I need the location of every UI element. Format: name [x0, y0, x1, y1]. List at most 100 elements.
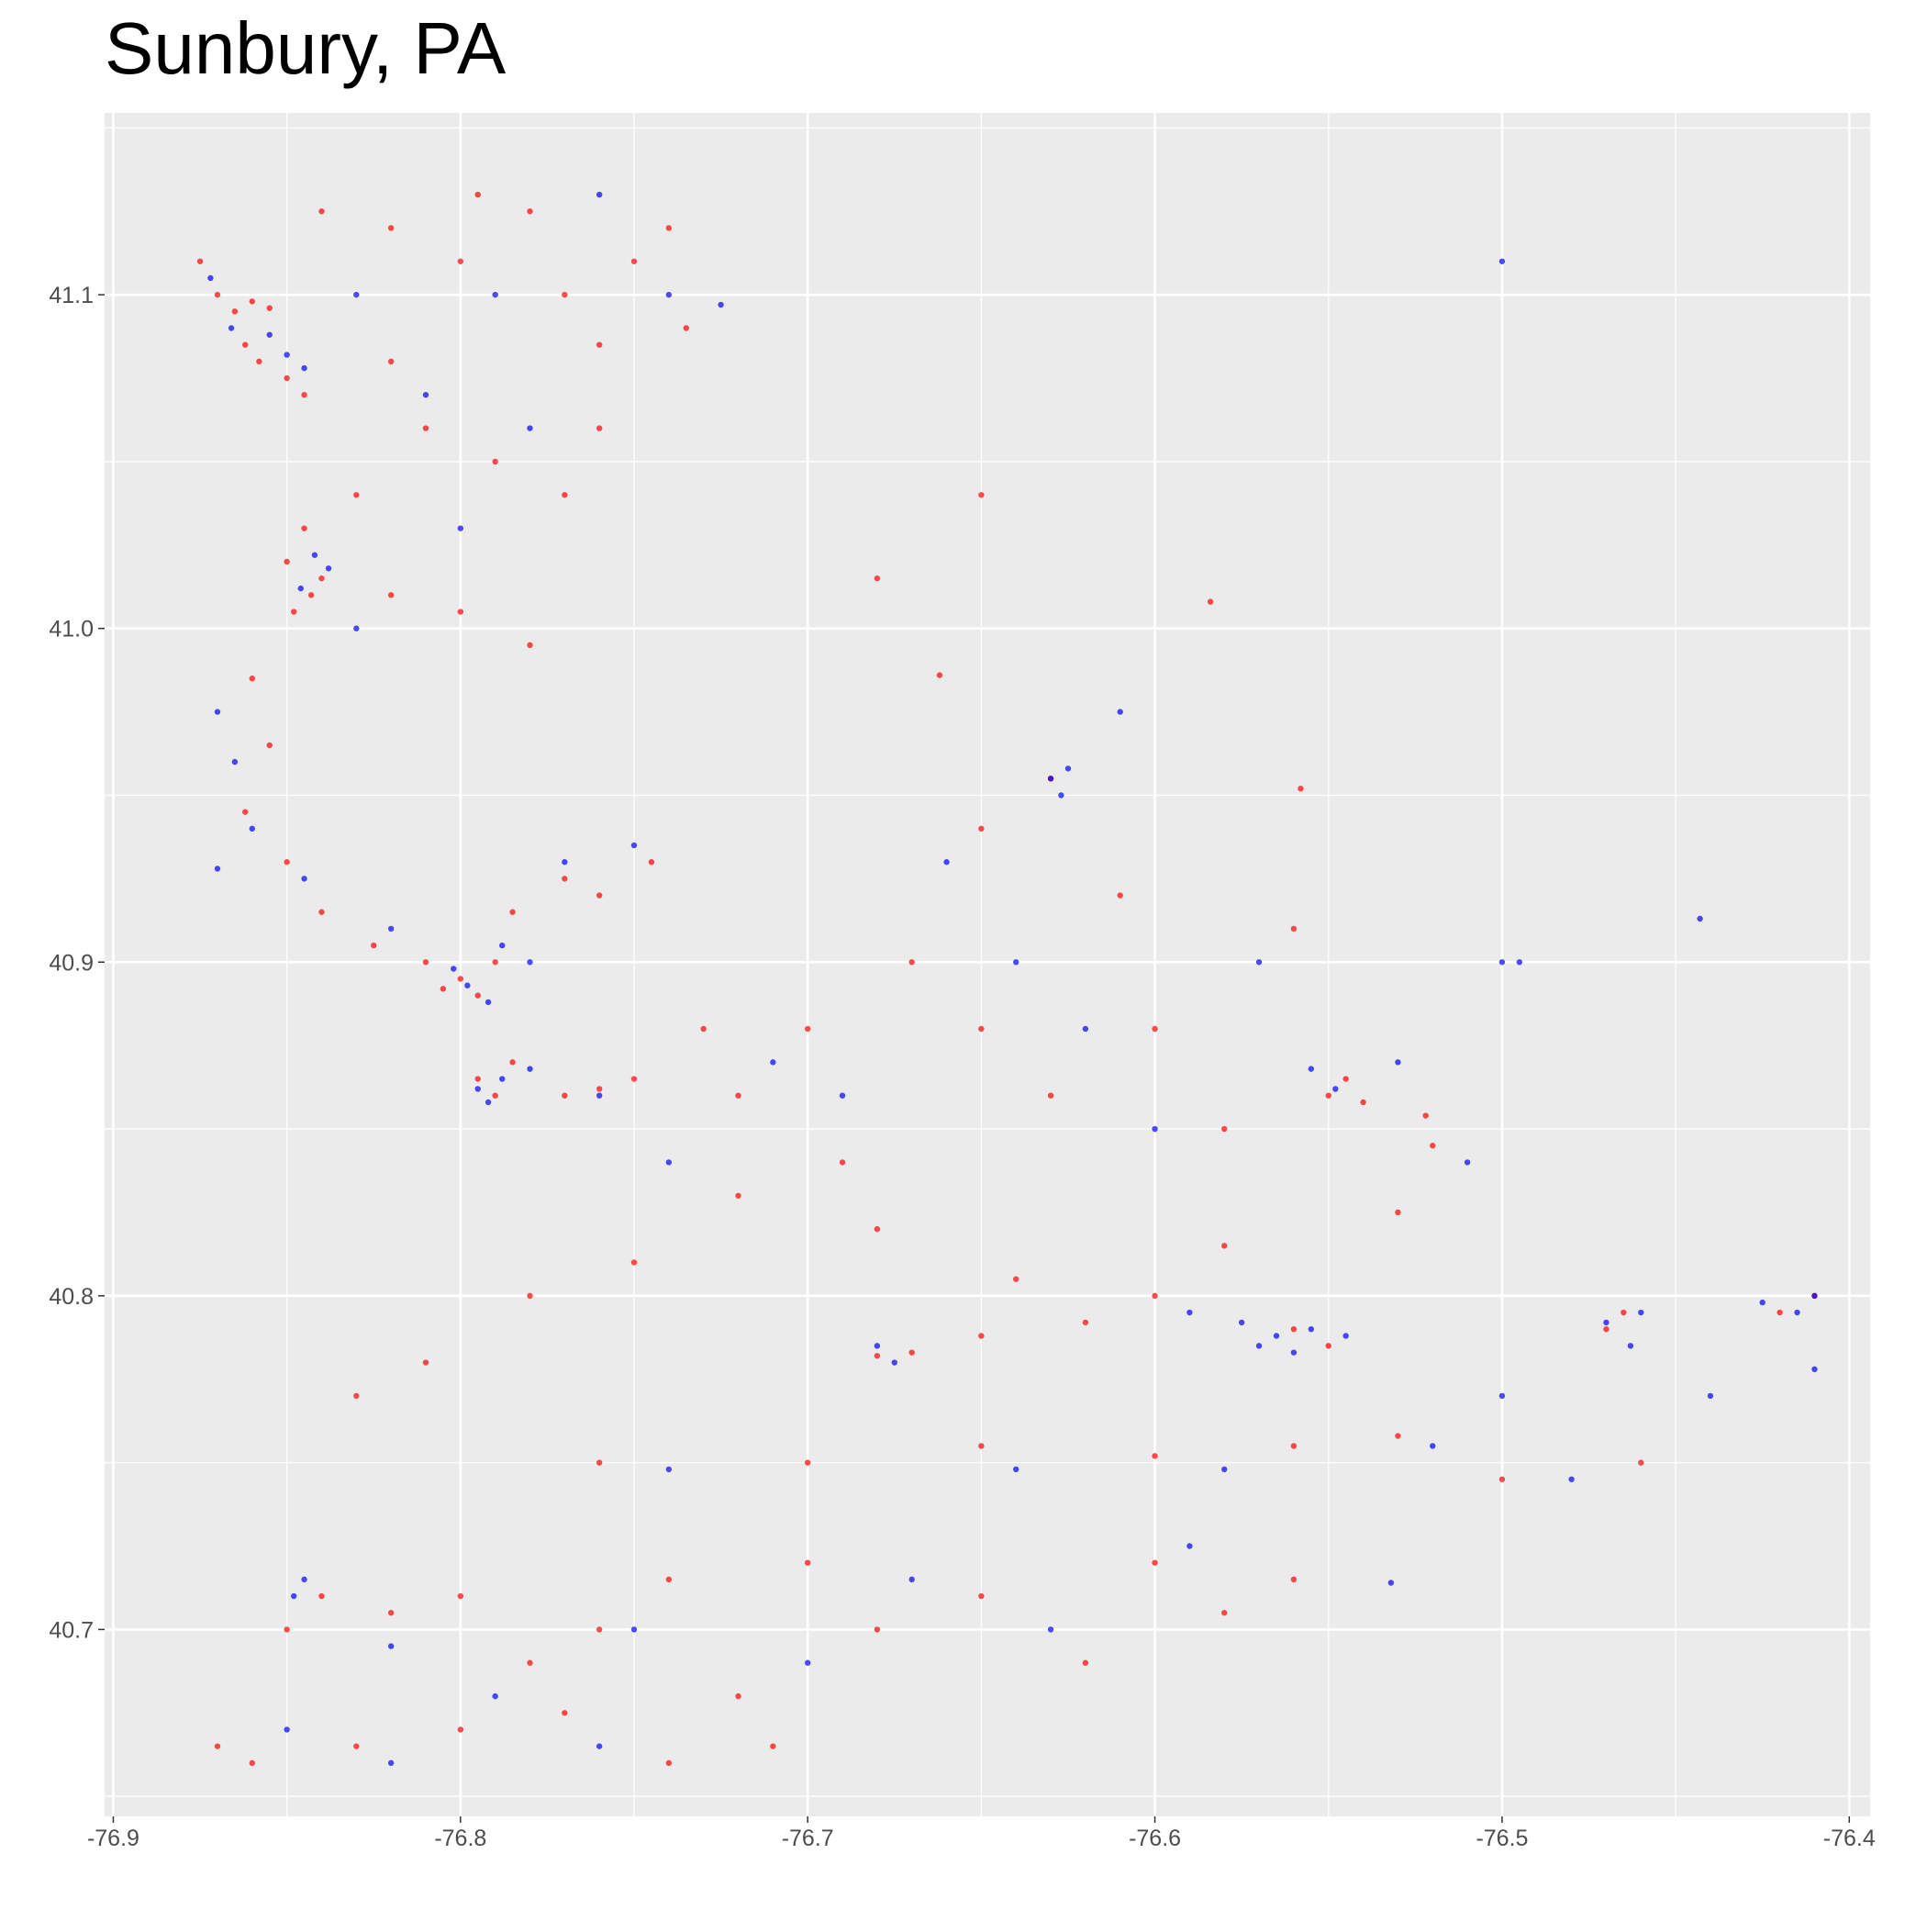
- point: [318, 1592, 325, 1600]
- x-tick-label: -76.8: [434, 1826, 486, 1851]
- point: [474, 1076, 481, 1082]
- point: [1013, 1466, 1019, 1473]
- point: [318, 909, 325, 915]
- point: [1117, 892, 1123, 899]
- point: [207, 274, 214, 282]
- point: [301, 525, 307, 531]
- x-tick-label: -76.9: [87, 1826, 139, 1851]
- point: [353, 1743, 360, 1749]
- point: [665, 1466, 673, 1473]
- point: [683, 325, 689, 331]
- point: [1794, 1309, 1800, 1316]
- point: [387, 225, 395, 231]
- point: [228, 325, 235, 331]
- point: [1325, 1343, 1331, 1349]
- point: [562, 1710, 568, 1716]
- point: [509, 1059, 516, 1066]
- point: [196, 258, 204, 264]
- point: [1207, 598, 1214, 605]
- point: [451, 966, 457, 972]
- point: [630, 1259, 638, 1266]
- point: [1627, 1343, 1634, 1349]
- point: [387, 358, 395, 365]
- point: [665, 225, 673, 231]
- point: [1395, 1059, 1401, 1066]
- point: [1697, 915, 1703, 922]
- point: [1255, 959, 1263, 966]
- point: [457, 976, 464, 982]
- point: [804, 1025, 811, 1033]
- y-tick-label: 41.1: [49, 283, 94, 308]
- point: [284, 374, 290, 382]
- point: [266, 331, 273, 338]
- point: [1290, 925, 1298, 932]
- point: [301, 876, 307, 882]
- point: [527, 642, 533, 649]
- point: [214, 1743, 221, 1749]
- point: [1811, 1366, 1818, 1373]
- point: [1082, 1025, 1089, 1033]
- point: [509, 909, 516, 915]
- point: [422, 1359, 429, 1366]
- point: [665, 1759, 673, 1767]
- point: [596, 892, 603, 899]
- point: [214, 865, 221, 872]
- point: [630, 842, 638, 849]
- y-tick-label: 40.7: [49, 1617, 94, 1643]
- point: [527, 959, 533, 966]
- point: [1342, 1333, 1349, 1339]
- point: [492, 1692, 498, 1700]
- point: [1290, 1349, 1298, 1356]
- point: [1047, 1092, 1054, 1099]
- point: [353, 1392, 360, 1400]
- point: [1152, 1025, 1158, 1033]
- chart-title: Sunbury, PA: [105, 7, 507, 89]
- point: [1395, 1209, 1401, 1216]
- point: [1308, 1325, 1315, 1333]
- point: [307, 592, 315, 598]
- y-tick-label: 41.0: [49, 617, 94, 642]
- point: [1221, 1610, 1228, 1616]
- point: [492, 959, 498, 966]
- point: [804, 1559, 811, 1566]
- point: [242, 809, 249, 815]
- point: [1152, 1125, 1158, 1133]
- point: [527, 425, 533, 431]
- point: [249, 298, 256, 305]
- point: [249, 825, 256, 832]
- point: [735, 1092, 741, 1099]
- point: [256, 358, 262, 365]
- point: [1464, 1159, 1471, 1166]
- point: [1516, 959, 1523, 966]
- point: [1047, 776, 1054, 782]
- point: [874, 1353, 881, 1359]
- point: [1290, 1443, 1298, 1449]
- point: [291, 609, 297, 615]
- point: [978, 1592, 985, 1600]
- point: [1387, 1580, 1395, 1586]
- point: [804, 1459, 811, 1466]
- point: [1603, 1325, 1610, 1333]
- point: [527, 208, 533, 215]
- point: [457, 609, 464, 615]
- point: [665, 291, 673, 298]
- point: [1603, 1319, 1610, 1326]
- point: [301, 1576, 307, 1583]
- point: [387, 925, 395, 932]
- point: [978, 1443, 985, 1449]
- point: [1638, 1459, 1644, 1466]
- point: [249, 1759, 256, 1767]
- point: [499, 942, 506, 949]
- point: [311, 552, 318, 558]
- point: [908, 959, 915, 966]
- x-tick-label: -76.7: [782, 1826, 834, 1851]
- point: [1221, 1466, 1228, 1473]
- point: [1638, 1309, 1644, 1316]
- point: [1498, 258, 1506, 264]
- point: [874, 1225, 881, 1233]
- point: [596, 425, 603, 431]
- point: [978, 1025, 985, 1033]
- point: [1430, 1143, 1436, 1149]
- point: [648, 859, 655, 865]
- point: [457, 258, 464, 264]
